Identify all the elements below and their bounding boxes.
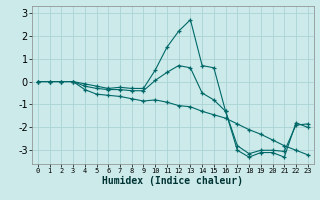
X-axis label: Humidex (Indice chaleur): Humidex (Indice chaleur) (102, 176, 243, 186)
